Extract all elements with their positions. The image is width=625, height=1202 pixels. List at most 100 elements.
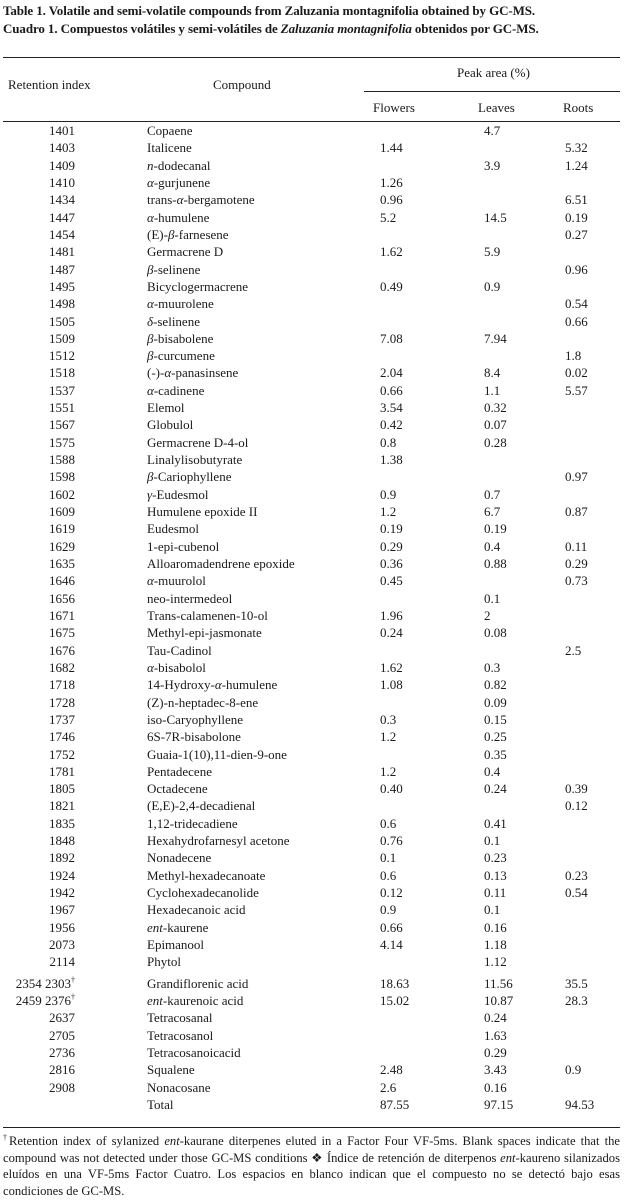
roots-value: 2.5: [565, 642, 582, 658]
leaves-value: 1.18: [484, 937, 507, 953]
retention-index-cell: 1454: [49, 226, 75, 243]
flowers-value: 4.14: [380, 937, 403, 953]
flowers-value: 1.44: [380, 140, 403, 156]
retention-index-value: 2736: [49, 1044, 75, 1060]
retention-index-value: 1434: [49, 192, 75, 208]
retention-index-cell: 1609: [49, 503, 75, 520]
table-row: 1656 neo-intermedeol 0.1: [0, 590, 625, 607]
table-row: 1821 (E,E)-2,4-decadienal 0.12: [0, 797, 625, 814]
retention-index-cell: 1675: [49, 624, 75, 641]
retention-index-cell: 1835: [49, 815, 75, 832]
table-row: 2073 Epimanool 4.14 1.18: [0, 936, 625, 953]
table-row: 1512 β-curcumene 1.8: [0, 347, 625, 364]
footnote-part: Retention index of sylanized: [8, 1134, 165, 1148]
retention-index-value: 1609: [49, 504, 75, 520]
flowers-value: 0.8: [380, 434, 397, 450]
compound-cell: β-Cariophyllene: [147, 468, 231, 485]
flowers-value: 1.96: [380, 607, 403, 623]
leaves-value: 8.4: [484, 365, 501, 381]
flowers-value: 7.08: [380, 330, 403, 346]
compound-italic-part: α: [147, 382, 154, 398]
compound-italic-part: δ: [147, 313, 154, 329]
compound-cell: 14-Hydroxy-α-humulene: [147, 676, 277, 693]
table-row: 1481 Germacrene D 1.62 5.9: [0, 243, 625, 260]
table-row: 1924 Methyl-hexadecanoate 0.6 0.13 0.23: [0, 867, 625, 884]
retention-index-cell: 1848: [49, 832, 75, 849]
compound-cell: Eudesmol: [147, 521, 199, 537]
flowers-value: 0.76: [380, 833, 403, 849]
table-row: 1676 Tau-Cadinol 2.5: [0, 642, 625, 659]
roots-value: 0.27: [565, 226, 588, 242]
compound-cell: α-bisabolol: [147, 659, 206, 676]
compound-text-part: (-)-: [147, 365, 165, 381]
caption-english: Table 1. Volatile and semi-volatile comp…: [3, 3, 536, 18]
compound-cell: Total: [147, 1096, 174, 1112]
retention-index-cell: 1821: [49, 797, 75, 814]
retention-index-cell: 2459 2376†: [16, 992, 75, 1009]
peak-area-rule: [364, 91, 620, 92]
retention-index-value: 1942: [49, 885, 75, 901]
flowers-value: 0.12: [380, 885, 403, 901]
retention-index-value: 1635: [49, 556, 75, 571]
flowers-value: 1.62: [380, 244, 403, 260]
roots-value: 35.5: [565, 975, 588, 991]
leaves-value: 0.4: [484, 538, 501, 554]
flowers-value: 0.6: [380, 867, 397, 883]
leaves-value: 0.16: [484, 919, 507, 935]
compound-cell: Nonadecene: [147, 850, 212, 866]
compound-text-part: -farnesene: [174, 226, 229, 242]
caption-spanish-end: obtenidos por GC-MS.: [411, 21, 539, 36]
compound-cell: ent-kaurenoic acid: [147, 992, 243, 1009]
compound-cell: 1,12-tridecadiene: [147, 815, 238, 831]
table-row: 1752 Guaia-1(10),11-dien-9-one 0.35: [0, 746, 625, 763]
compound-cell: Germacrene D-4-ol: [147, 434, 249, 450]
compound-text-part: trans-: [147, 192, 177, 208]
compound-cell: α-humulene: [147, 209, 209, 226]
header-peak-area: Peak area (%): [457, 65, 530, 80]
table-row: 1567 Globulol 0.42 0.07: [0, 416, 625, 433]
footnote-part: ent: [164, 1134, 180, 1148]
compound-text-part: -muurolene: [153, 296, 214, 312]
retention-index-value: 1588: [49, 452, 75, 468]
flowers-value: 1.62: [380, 659, 403, 675]
retention-index-cell: 1537: [49, 382, 75, 399]
retention-index-cell: 1942: [49, 884, 75, 901]
retention-index-value: 1892: [49, 850, 75, 866]
footnote-part: -kaurane diterpenes eluted in a Factor F…: [3, 1134, 620, 1165]
header-rule: [3, 121, 620, 122]
flowers-value: 0.3: [380, 711, 397, 727]
leaves-value: 0.13: [484, 867, 507, 883]
table-row: 1967 Hexadecanoic acid 0.9 0.1: [0, 901, 625, 918]
table-row: 2816 Squalene 2.48 3.43 0.9: [0, 1061, 625, 1078]
compound-text-part: -humulene: [221, 677, 278, 693]
flowers-value: 0.1: [380, 850, 397, 866]
compound-cell: α-gurjunene: [147, 174, 210, 191]
retention-index-value: 1409: [49, 157, 75, 173]
table-row: 1598 β-Cariophyllene 0.97: [0, 468, 625, 485]
table-footnote: †Retention index of sylanized ent-kauran…: [3, 1133, 620, 1199]
compound-cell: Copaene: [147, 123, 193, 138]
leaves-value: 0.28: [484, 434, 507, 450]
caption-species: Zaluzania montagnifolia: [280, 21, 412, 36]
retention-index-value: 1567: [49, 417, 75, 433]
retention-index-cell: 1434: [49, 191, 75, 208]
total-row: Total 87.55 97.15 94.53: [0, 1096, 625, 1113]
compound-cell: β-selinene: [147, 261, 200, 278]
leaves-value: 0.08: [484, 625, 507, 641]
compound-cell: Grandiflorenic acid: [147, 975, 249, 991]
leaves-value: 7.94: [484, 330, 507, 346]
table-row: 1410 α-gurjunene 1.26: [0, 174, 625, 191]
compound-text-part: -muurolol: [153, 573, 206, 589]
table-row: 1505 δ-selinene 0.66: [0, 313, 625, 330]
retention-index-cell: 2705: [49, 1027, 75, 1044]
retention-index-value: 1454: [49, 226, 75, 242]
compound-cell: Alloaromadendrene epoxide: [147, 556, 295, 571]
table-row: 1495 Bicyclogermacrene 0.49 0.9: [0, 278, 625, 295]
flowers-value: 1.08: [380, 677, 403, 693]
leaves-value: 1.12: [484, 954, 507, 970]
header-retention-index: Retention index: [8, 77, 91, 92]
roots-value: 0.54: [565, 885, 588, 901]
flowers-value: 5.2: [380, 209, 397, 225]
retention-index-value: 1737: [49, 711, 75, 727]
retention-index-cell: 1518: [49, 364, 75, 381]
